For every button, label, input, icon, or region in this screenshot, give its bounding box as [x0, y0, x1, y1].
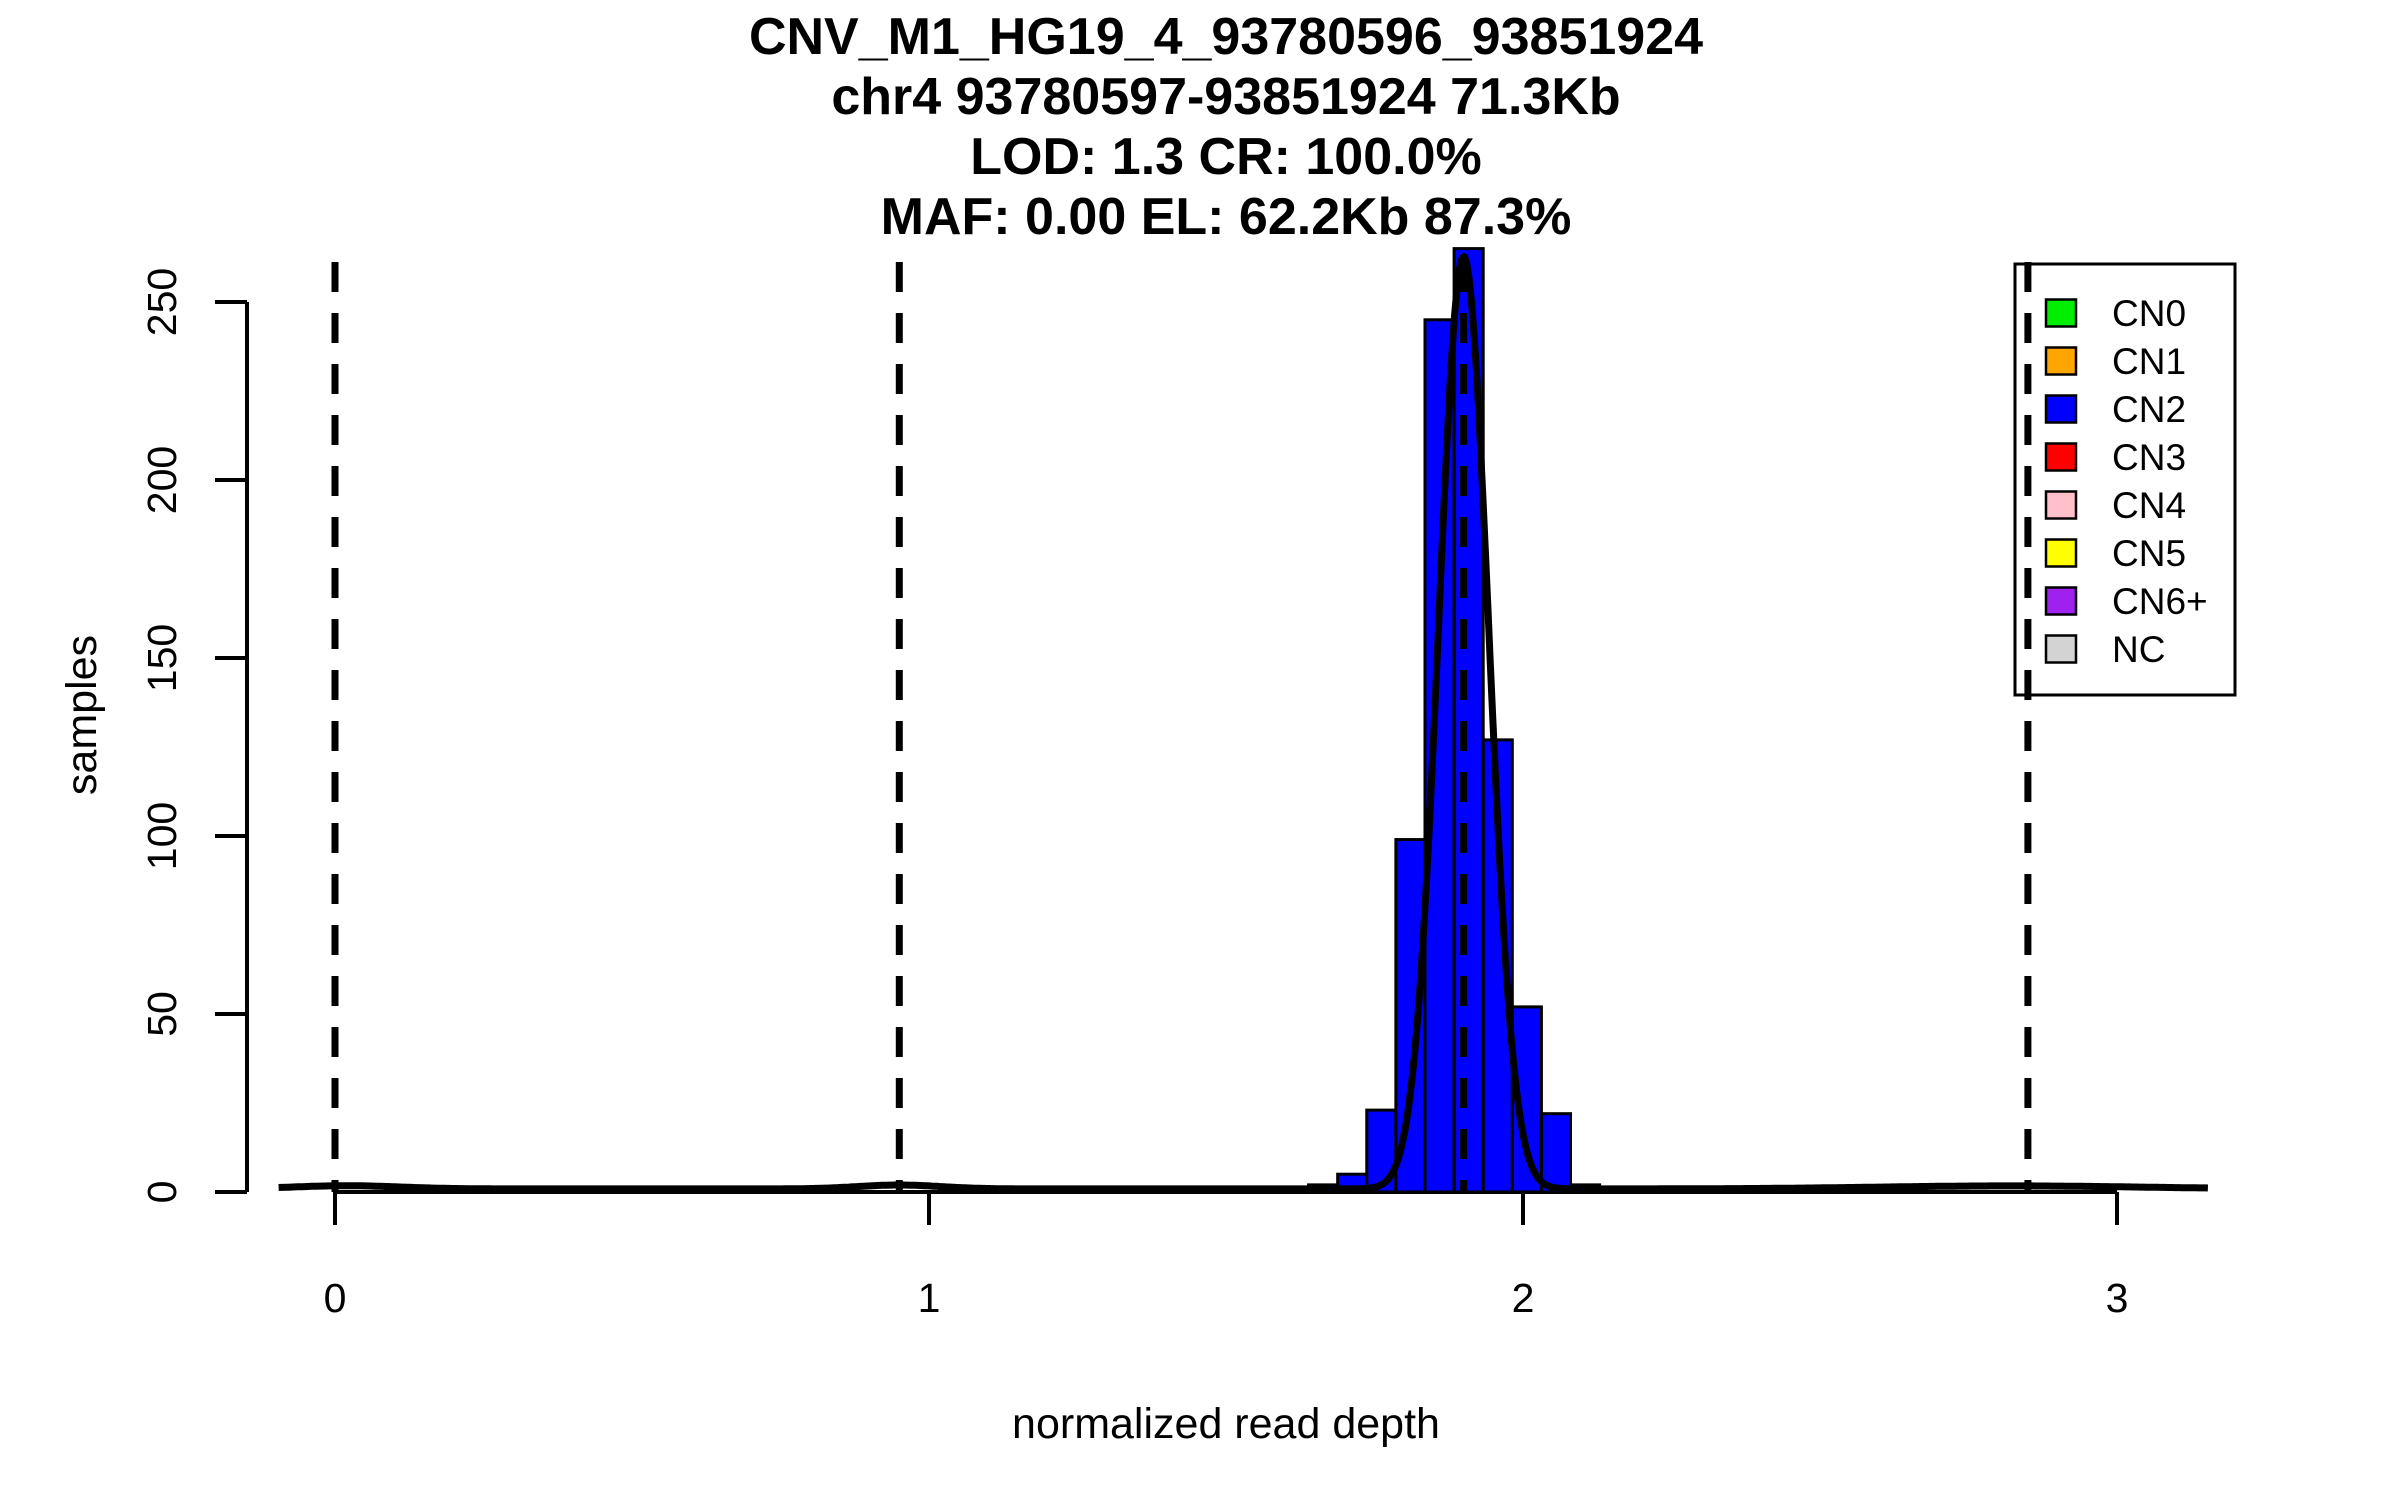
title-line-1: CNV_M1_HG19_4_93780596_93851924 [749, 8, 1703, 66]
gaussian-fit-curve [277, 253, 2209, 1193]
legend-swatch-cn0 [2044, 298, 2078, 328]
legend-swatch-cn2 [2044, 394, 2078, 424]
gaussian-fit-curve-line [277, 253, 2209, 1193]
legend-swatch-cn5 [2044, 538, 2078, 568]
legend-label-cn1: CN1 [2112, 341, 2186, 382]
legend-label-nc: NC [2112, 629, 2165, 670]
y-tick-label: 50 [139, 991, 185, 1037]
legend-label-cn0: CN0 [2112, 293, 2186, 334]
legend: CN0 CN1 CN2 CN3 CN4 CN5 CN6+ NC [2013, 262, 2237, 697]
title-line-4: MAF: 0.00 EL: 62.2Kb 87.3% [881, 188, 1572, 246]
legend-label-cn2: CN2 [2112, 389, 2186, 430]
histogram-bar [1539, 1112, 1573, 1194]
y-tick-label: 200 [139, 446, 185, 514]
x-tick-label: 2 [1512, 1275, 1535, 1321]
legend-box [2013, 262, 2237, 697]
legend-swatch-cn4 [2044, 490, 2078, 520]
y-tick-label: 100 [139, 802, 185, 870]
y-axis: 0 50 100 150 200 250 [139, 268, 249, 1204]
histogram-bar [1452, 247, 1485, 1194]
legend-swatch-cn1 [2044, 346, 2078, 376]
legend-swatch-cn6plus [2044, 586, 2078, 616]
x-axis-title: normalized read depth [1012, 1400, 1440, 1448]
y-tick-label: 0 [139, 1181, 185, 1204]
title-line-2: chr4 93780597-93851924 71.3Kb [831, 68, 1620, 126]
x-tick-label: 1 [918, 1275, 941, 1321]
x-tick-label: 3 [2106, 1275, 2129, 1321]
legend-label-cn5: CN5 [2112, 533, 2186, 574]
y-axis-title: samples [58, 635, 106, 795]
x-axis: 0 1 2 3 [324, 1190, 2129, 1321]
legend-label-cn3: CN3 [2112, 437, 2186, 478]
y-tick-label: 250 [139, 268, 185, 336]
legend-swatch-nc [2044, 634, 2078, 664]
expected-copy-number-lines [331, 262, 2032, 1192]
title-line-3: LOD: 1.3 CR: 100.0% [970, 128, 1482, 186]
y-tick-label: 150 [139, 624, 185, 692]
legend-swatch-cn3 [2044, 442, 2078, 472]
legend-label-cn4: CN4 [2112, 485, 2186, 526]
histogram-bars [1307, 247, 1631, 1194]
legend-label-cn6plus: CN6+ [2112, 581, 2208, 622]
x-tick-label: 0 [324, 1275, 347, 1321]
